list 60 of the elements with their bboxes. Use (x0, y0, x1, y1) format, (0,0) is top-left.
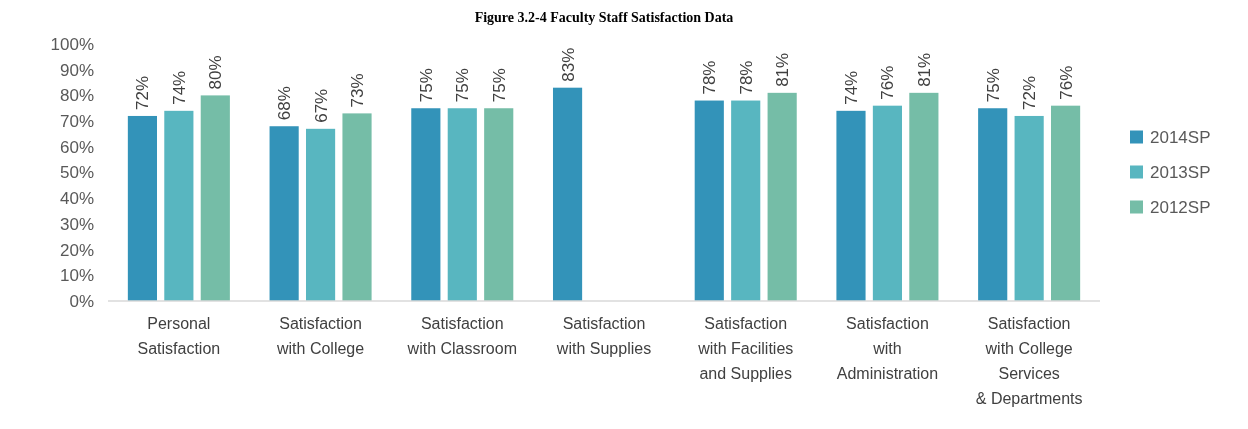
bar (909, 92, 939, 301)
data-label: 72% (133, 75, 153, 110)
bar (411, 108, 441, 301)
y-tick-label: 50% (59, 163, 94, 183)
y-tick-label: 0% (69, 291, 94, 311)
legend-label: 2014SP (1150, 128, 1211, 148)
bar (1014, 115, 1044, 301)
x-tick-label: Satisfaction with College (275, 315, 365, 357)
x-tick-label: Satisfaction with Facilities and Supplies (697, 315, 794, 382)
data-label: 81% (914, 52, 934, 87)
x-tick-label: Satisfaction with Classroom (406, 315, 517, 357)
bar (836, 110, 866, 301)
chart-title: Figure 3.2-4 Faculty Staff Satisfaction Data (474, 10, 734, 25)
bar (552, 87, 583, 301)
x-tick-label: Satisfaction with Administration (836, 315, 939, 382)
data-label: 75% (416, 68, 436, 103)
y-tick-label: 100% (50, 34, 94, 54)
y-tick-label: 30% (59, 214, 94, 234)
bar (731, 100, 761, 301)
bar (1051, 105, 1081, 301)
bar (447, 108, 477, 301)
x-tick-label: Satisfaction with College Services & Departments (975, 315, 1083, 407)
y-tick-label: 40% (59, 189, 94, 209)
bar (306, 128, 336, 301)
data-label: 83% (558, 47, 578, 82)
legend-label: 2013SP (1150, 163, 1211, 183)
y-tick-label: 60% (59, 137, 94, 157)
data-label: 67% (311, 88, 331, 123)
bar (978, 108, 1008, 301)
data-label: 76% (878, 65, 898, 100)
data-label: 76% (1056, 65, 1076, 100)
bar (694, 100, 724, 301)
bar (200, 95, 230, 301)
x-tick-label: Satisfaction with Supplies (555, 315, 652, 357)
bar (484, 108, 514, 301)
y-tick-label: 10% (59, 266, 94, 286)
bar (342, 113, 372, 301)
bar (164, 110, 194, 301)
data-label: 68% (275, 86, 295, 121)
y-tick-label: 90% (59, 60, 94, 80)
data-label: 75% (983, 68, 1003, 103)
data-label: 72% (1020, 75, 1040, 110)
data-label: 78% (736, 60, 756, 95)
data-label: 73% (348, 73, 368, 108)
data-label: 74% (841, 70, 861, 105)
legend-label: 2012SP (1150, 198, 1211, 218)
y-tick-label: 80% (59, 86, 94, 106)
y-tick-label: 70% (59, 112, 94, 132)
data-label: 78% (700, 60, 720, 95)
data-label: 75% (489, 68, 509, 103)
y-tick-label: 20% (59, 240, 94, 260)
data-label: 80% (206, 55, 226, 90)
data-label: 75% (453, 68, 473, 103)
bar (269, 126, 299, 301)
bar (767, 92, 797, 301)
x-tick-label: Personal Satisfaction (137, 315, 221, 357)
bar (872, 105, 902, 301)
data-label: 81% (773, 52, 793, 87)
bar (127, 115, 157, 301)
data-label: 74% (169, 70, 189, 105)
